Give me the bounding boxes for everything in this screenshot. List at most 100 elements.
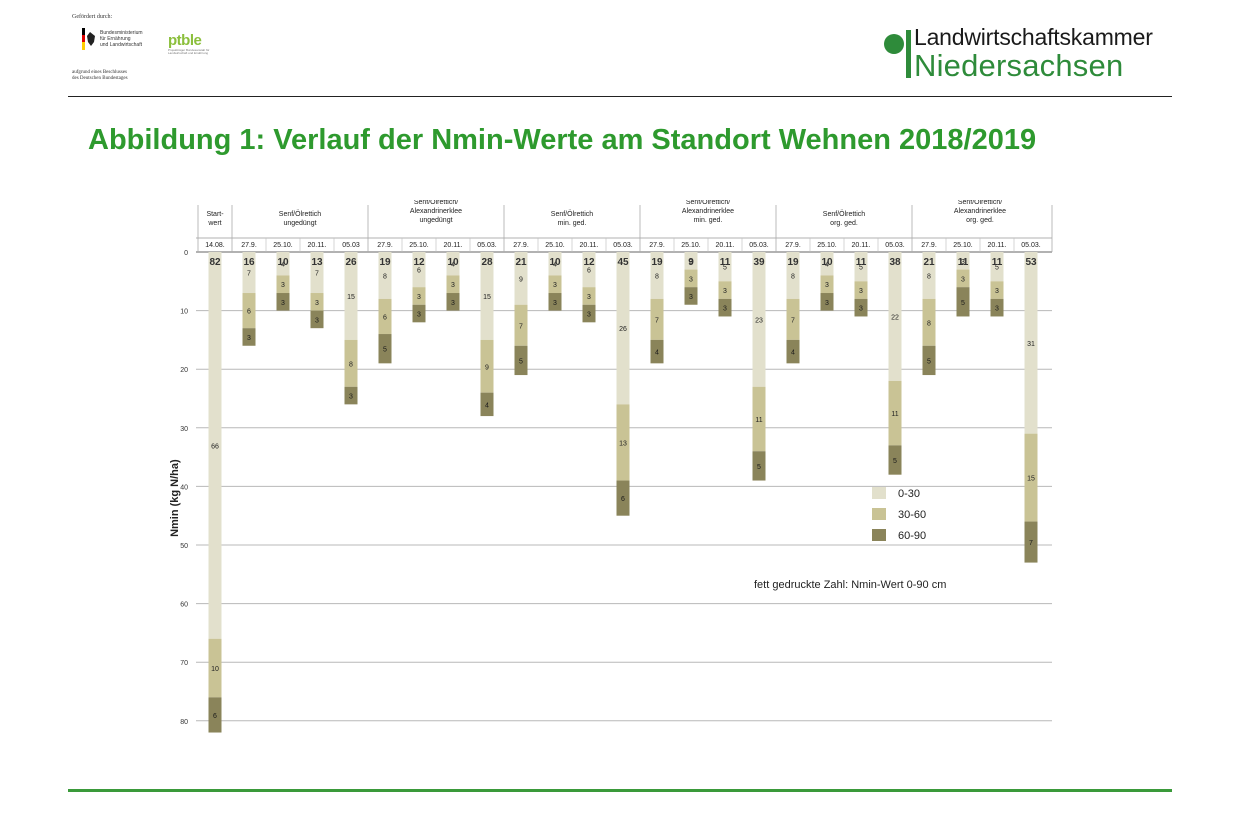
date-label: 05.03. [613,242,633,249]
bundestag-line: aufgrund eines Beschlusses [72,70,127,75]
group-label: Senf/Ölrettich [823,210,866,218]
bar-value-label: 15 [1027,476,1035,483]
bar-value-label: 8 [927,320,931,327]
bar-value-label: 3 [995,306,999,313]
header-divider [68,96,1172,97]
bar-value-label: 4 [655,350,659,357]
group-label: min. ged. [694,217,723,224]
bar-total-label: 11 [958,257,969,268]
bar-segment-60-90 [242,328,256,346]
bar-value-label: 66 [211,443,219,450]
bar-segment-0-30 [344,252,358,340]
y-tick-label: 0 [184,250,188,257]
bar-value-label: 3 [451,300,455,307]
bar-value-label: 8 [927,273,931,280]
group-label: org. ged. [830,220,858,227]
date-label: 27.9. [241,242,257,249]
bar-value-label: 5 [927,358,931,365]
bar-value-label: 6 [587,268,591,275]
bar-segment-60-90 [854,298,868,317]
y-tick-label: 20 [180,367,188,374]
group-label: ungedüngt [419,217,452,224]
bar-value-label: 22 [891,314,899,321]
bar-segment-60-90 [888,445,902,475]
y-tick-label: 10 [180,309,188,316]
bar-value-label: 23 [755,317,763,324]
group-label: Alexandrinerklee [682,208,734,215]
ministry-name: Bundesministerium für Ernährung und Land… [100,30,170,48]
bar-segment-0-30 [650,252,664,299]
bar-segment-30-60 [276,275,290,294]
org-name-line2: Niedersachsen [914,48,1124,83]
bar-total-label: 16 [243,257,255,268]
group-label: Senf/Ölrettich/ [414,200,458,206]
bar-value-label: 7 [519,323,523,330]
bar-total-label: 82 [209,257,221,268]
bar-segment-60-90 [786,339,800,364]
chart-annotation: fett gedruckte Zahl: Nmin-Wert 0-90 cm [754,579,946,591]
date-label: 25.10. [545,242,565,249]
bar-segment-30-60 [956,269,970,288]
bar-segment-0-30 [276,252,290,276]
bar-total-label: 9 [688,257,694,268]
bar-value-label: 3 [587,312,591,319]
bar-value-label: 26 [619,326,627,333]
bar-value-label: 5 [383,347,387,354]
bar-segment-0-30 [310,252,324,294]
bar-segment-60-90 [310,310,324,329]
funding-logos: Gefördert durch: Bundesministerium für E… [72,14,242,84]
bar-segment-60-90 [616,480,630,516]
bar-value-label: 3 [995,288,999,295]
bar-segment-60-90 [412,304,426,323]
date-label: 20.11. [988,242,1007,249]
bar-total-label: 10 [549,257,561,268]
federal-eagle-icon [82,28,95,50]
y-tick-label: 70 [180,660,188,667]
bar-value-label: 6 [417,268,421,275]
group-label: Alexandrinerklee [954,208,1006,215]
bar-segment-0-30 [820,252,834,276]
bar-value-label: 5 [757,464,761,471]
bar-segment-60-90 [548,293,562,311]
bar-segment-60-90 [378,334,392,364]
y-tick-label: 30 [180,426,188,433]
bar-value-label: 31 [1027,341,1035,348]
bar-segment-0-30 [548,252,562,276]
date-label: 27.9. [921,242,937,249]
bar-value-label: 5 [723,265,727,272]
footer-divider [68,789,1172,792]
bar-segment-60-90 [718,298,732,317]
bar-segment-0-30 [718,252,732,282]
y-axis-label: Nmin (kg N/ha) [169,459,181,537]
org-logo: Landwirtschaftskammer Niedersachsen [884,22,1184,84]
bar-value-label: 15 [483,294,491,301]
bar-segment-30-60 [1024,433,1038,522]
bar-segment-0-30 [956,252,970,270]
bar-total-label: 10 [821,257,833,268]
bar-value-label: 11 [755,417,762,424]
legend-swatch-30-60 [872,508,886,520]
date-label: 25.10. [953,242,973,249]
bar-segment-60-90 [650,339,664,364]
bar-segment-0-30 [208,252,222,639]
date-label: 20.11. [308,242,327,249]
bar-segment-30-60 [548,275,562,294]
bar-segment-30-60 [310,293,324,311]
bar-value-label: 3 [281,300,285,307]
group-label: Senf/Ölrettich/ [686,200,730,206]
bar-segment-0-30 [786,252,800,299]
bar-segment-60-90 [684,287,698,305]
bar-segment-30-60 [582,287,596,305]
group-label: Senf/Ölrettich/ [958,200,1002,206]
bar-value-label: 5 [961,300,965,307]
group-label: Start- [206,211,224,218]
legend-swatch-60-90 [872,529,886,541]
org-name-line1: Landwirtschaftskammer [914,24,1153,50]
bar-value-label: 3 [825,300,829,307]
bar-segment-30-60 [616,404,630,481]
bar-value-label: 5 [859,265,863,272]
ptble-wordmark: ptble [168,32,202,49]
date-label: 20.11. [580,242,599,249]
legend-label: 60-90 [898,530,926,542]
bar-segment-30-60 [446,275,460,294]
